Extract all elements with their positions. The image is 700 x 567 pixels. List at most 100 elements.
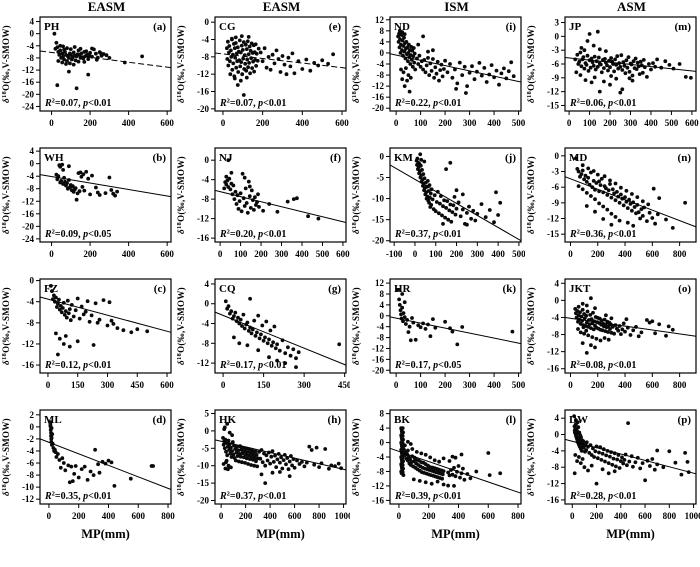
- y-axis: 0 -3 -6 -9 -12 -15: [547, 151, 565, 239]
- x-axis: 0 100 200 300 400 500 600: [567, 111, 699, 128]
- y-tick-label: -12: [22, 339, 34, 349]
- scatter-plot-n: 0 -3 -6 -9 -12 -15 0 200 400 600 800 MD (n) R2=0.36, …: [526, 147, 697, 259]
- y-tick-label: -16: [22, 77, 34, 87]
- x-tick-label: 300: [275, 249, 289, 259]
- x-axis-label: MP(mm): [256, 527, 305, 541]
- column-header-easm-1: EASM: [87, 0, 126, 14]
- scatter-plot-b: 4 0 -4 -8 -12 -16 -20 -24 0 200 400 600 WH (b) R2=0.09…: [1, 146, 174, 259]
- stats-label: R2=0.20, p<0.01: [219, 229, 286, 241]
- scatter-plot-c: 0 -4 -8 -12 -16 0 150 300 450 600 FZ (c) R2=0.12, p<…: [1, 276, 174, 390]
- y-tick-label: -3: [552, 45, 560, 55]
- stats-label: R2=0.39, p<0.01: [394, 491, 461, 503]
- x-tick-label: 0: [568, 249, 573, 259]
- scatter-points: [573, 296, 675, 355]
- x-tick-label: 600: [335, 118, 349, 128]
- scatter-points: [222, 158, 321, 221]
- trend-line: [39, 50, 172, 69]
- trend-line: [564, 317, 697, 337]
- x-tick-label: 0: [47, 511, 52, 521]
- y-tick-label: 0: [555, 31, 560, 41]
- x-tick-label: 0: [413, 249, 418, 259]
- y-tick-label: -12: [22, 196, 34, 206]
- scatter-plot-e: 0 -4 -8 -12 -16 -20 0 200 400 600 CG (e) R2=0.07, p<…: [176, 16, 349, 128]
- y-tick-label: -12: [372, 481, 384, 491]
- trend-line: [564, 438, 697, 475]
- y-tick-label: 0: [555, 430, 560, 440]
- scatter-panel-KM: 0 -5 -10 -15 -20 -100 0 100 200 300 400 500 KM (j) R2=…: [350, 145, 526, 276]
- station-label: FZ: [44, 283, 58, 295]
- y-axis-label: δ18O(‰,V-SMOW): [176, 418, 186, 496]
- y-tick-label: -16: [547, 364, 559, 374]
- y-tick-label: 0: [205, 299, 210, 309]
- x-tick-label: 500: [512, 118, 525, 128]
- y-axis: 8 4 0 -4 -8 -12 -16: [372, 409, 390, 505]
- y-axis-label: δ18O(‰,V-SMOW): [351, 418, 361, 496]
- scatter-points: [399, 426, 503, 488]
- y-axis: 0 -5 -10 -15 -20: [372, 151, 390, 246]
- trend-line: [564, 57, 697, 72]
- y-tick-label: 0: [30, 276, 35, 286]
- y-tick-label: 0: [205, 426, 210, 436]
- x-tick-label: 0: [46, 380, 51, 390]
- plot-box: [564, 278, 697, 374]
- station-label: HR: [394, 283, 412, 295]
- station-label: JP: [569, 21, 582, 33]
- y-tick-label: -12: [547, 479, 559, 489]
- x-tick-label: 200: [590, 511, 604, 521]
- x-tick-label: 200: [438, 380, 452, 390]
- scatter-plot-a: 4 0 -4 -8 -12 -16 -20 -24 0 200 400 600 PH (a) R2=0.07…: [1, 16, 174, 128]
- y-tick-label: -8: [202, 194, 210, 204]
- trend-line: [389, 447, 522, 494]
- x-tick-label: 400: [263, 511, 277, 521]
- x-axis-label: MP(mm): [606, 527, 655, 541]
- y-axis: 0 -4 -8 -12 -16: [197, 155, 215, 243]
- y-axis-label: δ18O(‰,V-SMOW): [1, 156, 11, 234]
- x-tick-label: 200: [83, 118, 97, 128]
- scatter-points: [396, 288, 515, 347]
- stats-label: R2=0.36, p<0.01: [569, 229, 636, 241]
- x-axis: 0 150 300 450 600: [46, 373, 174, 390]
- x-tick-label: 450: [131, 380, 145, 390]
- y-tick-label: -16: [22, 209, 34, 219]
- plot-box: [214, 16, 347, 112]
- scatter-plot-f: 0 -4 -8 -12 -16 0 100 200 300 400 500 600 NJ (f) R2=0.…: [176, 147, 350, 259]
- scatter-panel-JKT: 4 0 -4 -8 -12 -16 0 200 400 600 800 JKT (o) R2=0.08, …: [525, 276, 700, 407]
- panel-letter: (m): [675, 21, 692, 33]
- y-tick-label: -8: [27, 470, 35, 480]
- y-axis-label: δ18O(‰,V-SMOW): [176, 156, 186, 234]
- y-tick-label: -4: [377, 59, 385, 69]
- trend-line: [389, 53, 522, 83]
- y-tick-label: -15: [197, 478, 209, 488]
- scatter-points: [225, 34, 335, 97]
- y-tick-label: -4: [377, 452, 385, 462]
- scatter-plot-m: 3 0 -3 -6 -9 -12 -15 0 100 200 300 400 500 600 JP (m) R2…: [526, 16, 699, 128]
- station-label: PH: [44, 21, 60, 33]
- y-axis-label: δ18O(‰,V-SMOW): [1, 287, 11, 365]
- y-axis: 4 0 -4 -8 -12 -16 -20 -24: [22, 146, 40, 244]
- x-tick-label: 600: [336, 249, 350, 259]
- y-tick-label: -16: [22, 360, 34, 370]
- y-tick-label: -4: [377, 322, 385, 332]
- scatter-panel-CG: 0 -4 -8 -12 -16 -20 0 200 400 600 CG (e) R2=0.07, p<…: [175, 14, 350, 145]
- y-tick-label: -8: [202, 52, 210, 62]
- scatter-panel-CQ: 4 0 -4 -8 -12 0 150 300 450 CQ (g) R2=0.17, p<0.01 δ…: [175, 276, 352, 407]
- x-tick-label: 200: [450, 249, 464, 259]
- y-tick-label: -4: [202, 35, 210, 45]
- column-header-ism: ISM: [444, 0, 469, 14]
- scatter-panel-WH: 4 0 -4 -8 -12 -16 -20 -24 0 200 400 600 WH (b) R2=0.09…: [0, 145, 175, 276]
- y-tick-label: -20: [197, 104, 209, 114]
- trend-line: [214, 311, 347, 366]
- y-tick-label: -15: [547, 100, 559, 110]
- panel-letter: (p): [678, 414, 692, 426]
- scatter-points: [54, 162, 119, 202]
- x-tick-label: 300: [463, 118, 477, 128]
- y-tick-label: -4: [27, 41, 35, 51]
- plot-box: [564, 147, 697, 243]
- scatter-panel-ML: 2 0 -2 -4 -6 -8 -10 -12 0 200 400 600 800 ML (d) R2=0.3…: [0, 407, 175, 567]
- x-tick-label: 500: [512, 380, 525, 390]
- y-axis-label: δ18O(‰,V-SMOW): [526, 418, 536, 496]
- y-tick-label: -3: [552, 167, 560, 177]
- y-tick-label: 0: [30, 159, 35, 169]
